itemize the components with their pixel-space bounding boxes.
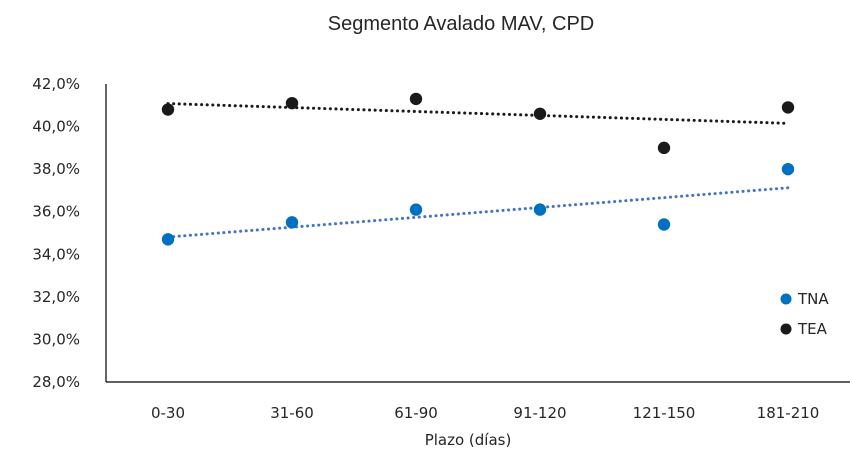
chart-title: Segmento Avalado MAV, CPD [328,13,594,35]
point-tea [161,103,175,116]
y-tick-label: 38,0% [32,160,80,178]
x-axis-label: Plazo (días) [425,431,512,449]
legend: TNA TEA [780,290,829,338]
trendline-tna [166,186,790,239]
point-tea [657,141,671,155]
point-tna [161,233,175,246]
legend-label-tea: TEA [797,320,828,338]
tick-labels-group: 28,0% 30,0% 32,0% 34,0% 36,0% 38,0% 40,0% 42,0%… [32,75,819,422]
legend-label-tna: TNA [797,290,829,308]
legend-marker-tna [780,293,792,305]
x-tick-label: 31-60 [270,404,314,422]
y-tick-label: 36,0% [32,203,80,221]
data-points-group [161,92,795,246]
x-tick-label: 61-90 [394,404,438,422]
trendline-tea [166,102,790,125]
point-tea [285,96,299,110]
y-tick-label: 34,0% [32,245,80,263]
y-tick-label: 28,0% [32,373,80,391]
x-tick-label: 91-120 [513,404,566,422]
y-tick-label: 40,0% [32,118,80,136]
point-tna [657,218,671,231]
y-tick-label: 30,0% [32,330,80,348]
point-tea [409,92,423,106]
point-tea [781,101,795,114]
point-tna [409,203,423,216]
point-tna [285,216,299,229]
y-tick-label: 42,0% [32,75,80,93]
axes-group [105,84,850,383]
x-tick-label: 0-30 [151,404,185,422]
trendlines-group [166,102,790,239]
legend-marker-tea [780,323,792,335]
x-tick-label: 181-210 [757,404,820,422]
y-tick-label: 32,0% [32,288,80,306]
point-tea [533,107,547,121]
point-tna [781,162,795,176]
point-tna [533,203,547,216]
x-tick-label: 121-150 [633,404,696,422]
